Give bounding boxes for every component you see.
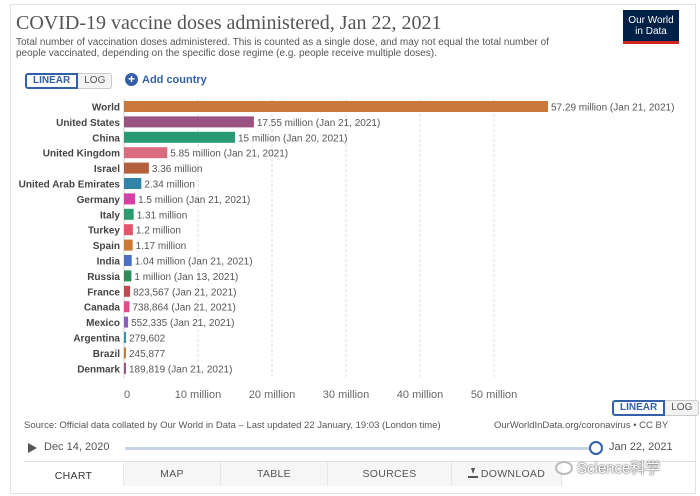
category-label: Germany: [77, 195, 121, 206]
log-scale-button-bottom[interactable]: LOG: [665, 400, 700, 416]
bar: [124, 147, 168, 159]
bar: [124, 285, 131, 297]
category-label: Canada: [84, 303, 121, 314]
bar-value-label: 3.36 million: [152, 164, 203, 175]
x-tick-label: 40 million: [397, 389, 443, 401]
bar-value-label: 1.31 million: [137, 210, 188, 221]
add-country-label: Add country: [142, 73, 207, 86]
logo-line-1: Our World: [628, 15, 674, 26]
category-label: Spain: [93, 241, 120, 252]
bar-value-label: 57.29 million (Jan 21, 2021): [551, 103, 674, 114]
category-label: China: [92, 133, 120, 144]
tab-download-label: DOWNLOAD: [480, 468, 546, 480]
category-label: Russia: [87, 272, 120, 283]
tab-map[interactable]: MAP: [124, 462, 221, 486]
bar: [124, 347, 126, 359]
source-link[interactable]: OurWorldInData.org/coronavirus • CC BY: [494, 420, 669, 431]
bar-value-label: 1.17 million: [136, 241, 187, 252]
bar: [124, 316, 129, 328]
logo-accent-bar: [623, 41, 679, 44]
watermark: Science科学: [555, 457, 660, 478]
category-label: Argentina: [73, 334, 120, 345]
timeline: Dec 14, 2020 Jan 22, 2021: [24, 440, 684, 456]
category-label: United Arab Emirates: [19, 180, 121, 191]
category-label: Brazil: [93, 349, 120, 360]
x-tick-label: 10 million: [175, 389, 221, 401]
bar: [124, 332, 127, 343]
bar-value-label: 245,877: [129, 349, 166, 360]
bar-value-label: 823,567 (Jan 21, 2021): [133, 287, 236, 298]
bar-value-label: 1 million (Jan 13, 2021): [134, 272, 238, 283]
category-label: Denmark: [77, 364, 120, 375]
bar: [124, 162, 149, 174]
bar: [124, 193, 136, 205]
bar: [124, 116, 254, 128]
scale-toggle-top: LINEAR LOG: [25, 73, 113, 89]
category-label: France: [87, 287, 120, 298]
bar: [124, 301, 130, 313]
timeline-handle[interactable]: [589, 441, 603, 455]
timeline-start-date: Dec 14, 2020: [44, 441, 110, 453]
timeline-end-date: Jan 22, 2021: [609, 441, 673, 453]
plus-circle-icon: +: [125, 73, 138, 86]
category-label: United States: [56, 118, 120, 129]
bar-value-label: 1.04 million (Jan 21, 2021): [135, 257, 253, 268]
bar-value-label: 1.5 million (Jan 21, 2021): [138, 195, 250, 206]
bar: [124, 101, 548, 112]
source-note: Source: Official data collated by Our Wo…: [24, 420, 441, 431]
tab-download[interactable]: DOWNLOAD: [452, 462, 562, 486]
bar: [124, 131, 236, 143]
tab-bar: CHART MAP TABLE SOURCES DOWNLOAD: [24, 461, 696, 486]
x-tick-label: 50 million: [471, 389, 517, 401]
x-tick-label: 20 million: [249, 389, 295, 401]
bar-value-label: 1.2 million: [136, 226, 181, 237]
bar: [124, 270, 132, 282]
play-icon[interactable]: [28, 443, 37, 453]
scale-toggle-bottom: LINEAR LOG: [612, 400, 700, 416]
chart-subtitle: Total number of vaccination doses admini…: [16, 37, 549, 59]
category-label: India: [97, 257, 121, 268]
bar: [124, 178, 142, 189]
bar: [124, 255, 132, 266]
watermark-text: Science科学: [577, 460, 661, 477]
bar: [124, 224, 133, 236]
linear-scale-button[interactable]: LINEAR: [25, 73, 79, 89]
tab-sources[interactable]: SOURCES: [328, 462, 452, 486]
linear-scale-button-bottom[interactable]: LINEAR: [612, 400, 666, 416]
bar-value-label: 189,819 (Jan 21, 2021): [129, 364, 232, 375]
chart-title: COVID-19 vaccine doses administered, Jan…: [16, 12, 442, 34]
category-label: Mexico: [86, 318, 120, 329]
bar-value-label: 15 million (Jan 20, 2021): [238, 133, 348, 144]
logo-line-2: in Data: [635, 26, 667, 37]
category-label: Israel: [94, 164, 120, 175]
bar: [124, 239, 133, 251]
x-tick-label: 30 million: [323, 389, 369, 401]
x-tick-label: 0: [124, 389, 130, 401]
log-scale-button[interactable]: LOG: [78, 73, 113, 89]
bar-value-label: 738,864 (Jan 21, 2021): [132, 303, 235, 314]
bar-value-label: 552,335 (Jan 21, 2021): [131, 318, 234, 329]
wechat-icon: [555, 460, 573, 475]
bar-value-label: 279,602: [129, 334, 166, 345]
bar: [124, 362, 126, 374]
tab-table[interactable]: TABLE: [221, 462, 328, 486]
bar-value-label: 2.34 million: [144, 180, 195, 191]
owid-logo[interactable]: Our World in Data: [623, 10, 679, 44]
download-icon: [467, 468, 478, 478]
bar-value-label: 17.55 million (Jan 21, 2021): [257, 118, 380, 129]
category-label: Turkey: [88, 226, 120, 237]
bar: [124, 208, 134, 220]
bar-value-label: 5.85 million (Jan 21, 2021): [170, 149, 288, 160]
category-label: World: [92, 103, 120, 114]
timeline-track[interactable]: [125, 447, 595, 450]
category-label: Italy: [100, 210, 120, 221]
add-country-button[interactable]: + Add country: [125, 73, 207, 86]
category-label: United Kingdom: [43, 149, 120, 160]
tab-chart[interactable]: CHART: [24, 462, 124, 486]
